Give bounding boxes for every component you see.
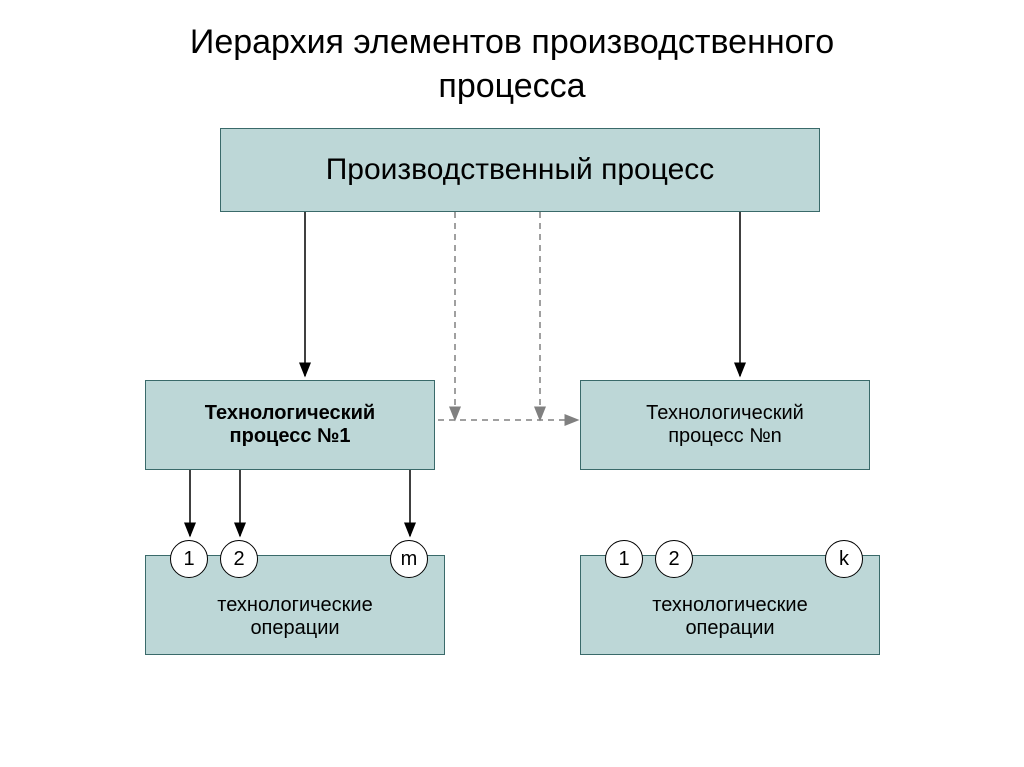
operation-circle-2-1: 1 bbox=[605, 540, 643, 578]
diagram-title: Иерархия элементов производственного про… bbox=[0, 20, 1024, 108]
tech-operations-2-label: технологические операции bbox=[581, 594, 879, 640]
operation-circle-2-2: 2 bbox=[655, 540, 693, 578]
tech-operations-1-label: технологические операции bbox=[146, 594, 444, 640]
tech-process-n-label: Технологический процесс №n bbox=[646, 402, 804, 448]
operation-circle-2-2-label: 2 bbox=[668, 548, 679, 571]
operation-circle-2-k: k bbox=[825, 540, 863, 578]
operation-circle-1-1: 1 bbox=[170, 540, 208, 578]
title-line1: Иерархия элементов производственного bbox=[0, 20, 1024, 64]
operation-circle-2-k-label: k bbox=[839, 548, 849, 571]
title-line2: процесса bbox=[0, 64, 1024, 108]
operation-circle-1-m: m bbox=[390, 540, 428, 578]
tech-process-1-label: Технологический процесс №1 bbox=[205, 402, 375, 448]
root-process-box: Производственный процесс bbox=[220, 128, 820, 212]
operation-circle-1-2-label: 2 bbox=[233, 548, 244, 571]
tech-process-1-box: Технологический процесс №1 bbox=[145, 380, 435, 470]
operation-circle-1-2: 2 bbox=[220, 540, 258, 578]
operation-circle-1-m-label: m bbox=[401, 548, 418, 571]
operation-circle-2-1-label: 1 bbox=[618, 548, 629, 571]
root-process-label: Производственный процесс bbox=[326, 153, 715, 187]
operation-circle-1-1-label: 1 bbox=[183, 548, 194, 571]
tech-process-n-box: Технологический процесс №n bbox=[580, 380, 870, 470]
